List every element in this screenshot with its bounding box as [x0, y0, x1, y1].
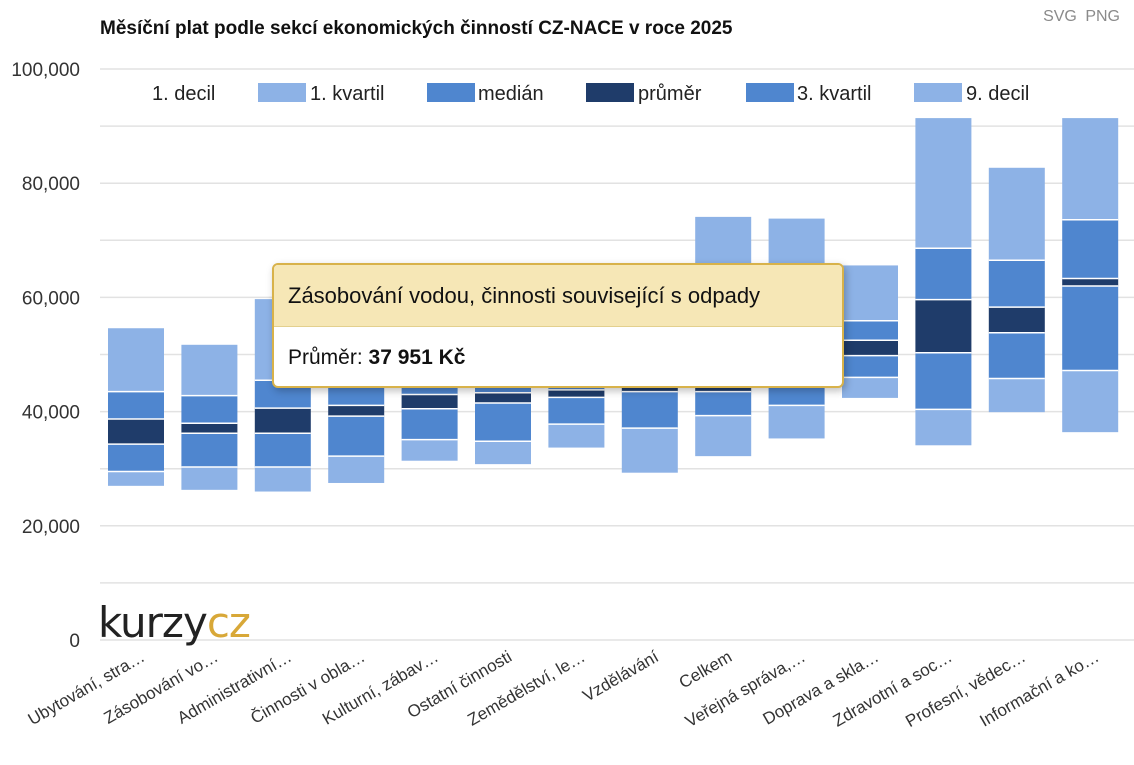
- x-tick-label: Vzdělávání: [579, 647, 662, 706]
- segment-d1-q1[interactable]: [988, 378, 1045, 413]
- segment-d1-q1[interactable]: [548, 424, 605, 448]
- segment-d1-q1[interactable]: [695, 415, 752, 457]
- segment-median-mean[interactable]: [548, 389, 605, 398]
- y-tick-label: 20,000: [22, 517, 80, 538]
- logo-part-1: kurzy: [98, 598, 208, 647]
- bar-group[interactable]: [842, 265, 898, 398]
- y-tick-label: 0: [69, 631, 80, 652]
- segment-q3-d9[interactable]: [915, 118, 972, 249]
- segment-mean-q3[interactable]: [108, 391, 164, 420]
- x-tick-label: Veřejná správa,…: [682, 647, 809, 731]
- segment-q1-median[interactable]: [768, 384, 825, 406]
- segment-median-mean[interactable]: [254, 408, 311, 434]
- segment-median-mean[interactable]: [328, 405, 385, 417]
- segment-q1-median[interactable]: [181, 433, 238, 467]
- segment-median-mean[interactable]: [108, 419, 164, 445]
- bar-group[interactable]: [988, 167, 1045, 413]
- legend-label[interactable]: 1. decil: [152, 83, 215, 105]
- x-tick-label: Informační a ko…: [977, 647, 1103, 731]
- segment-median-mean[interactable]: [181, 423, 238, 434]
- segment-mean-q3[interactable]: [181, 395, 238, 424]
- y-tick-label: 80,000: [22, 174, 80, 195]
- x-tick-label: Ubytování, stra…: [25, 647, 148, 729]
- segment-median-mean[interactable]: [401, 394, 458, 409]
- legend-label[interactable]: 3. kvartil: [797, 83, 871, 105]
- segment-q1-median[interactable]: [401, 408, 458, 440]
- tooltip: Zásobování vodou, činnosti související s…: [272, 263, 844, 388]
- segment-d1-q1[interactable]: [915, 409, 972, 446]
- y-tick-label: 40,000: [22, 403, 80, 424]
- segment-q1-median[interactable]: [254, 433, 311, 467]
- segment-q1-median[interactable]: [842, 355, 898, 378]
- tooltip-body: Průměr: 37 951 Kč: [274, 327, 842, 386]
- segment-q1-median[interactable]: [621, 391, 678, 429]
- segment-q1-median[interactable]: [695, 391, 752, 416]
- logo-part-2: cz: [206, 598, 251, 647]
- legend-label[interactable]: průměr: [638, 83, 702, 105]
- export-svg-link[interactable]: SVG: [1043, 8, 1077, 25]
- segment-d1-q1[interactable]: [475, 441, 531, 465]
- segment-q3-d9[interactable]: [1062, 118, 1119, 220]
- segment-q1-median[interactable]: [915, 352, 972, 410]
- segment-q3-d9[interactable]: [181, 344, 238, 396]
- segment-mean-q3[interactable]: [842, 320, 898, 341]
- bar-group[interactable]: [915, 118, 972, 446]
- segment-d1-q1[interactable]: [768, 405, 825, 439]
- segment-q3-d9[interactable]: [108, 328, 164, 392]
- chart-title: Měsíční plat podle sekcí ekonomických či…: [100, 18, 733, 39]
- segment-d1-q1[interactable]: [842, 377, 898, 398]
- legend-label[interactable]: 1. kvartil: [310, 83, 384, 105]
- segment-median-mean[interactable]: [621, 384, 678, 392]
- kurzy-logo: kurzycz: [98, 598, 251, 647]
- segment-q1-median[interactable]: [475, 403, 531, 442]
- segment-median-mean[interactable]: [842, 340, 898, 356]
- segment-median-mean[interactable]: [1062, 278, 1119, 286]
- segment-d1-q1[interactable]: [1062, 370, 1119, 433]
- legend-label[interactable]: medián: [478, 83, 544, 105]
- segment-d1-q1[interactable]: [328, 456, 385, 483]
- bar-group[interactable]: [108, 328, 164, 486]
- segment-d1-q1[interactable]: [108, 471, 164, 486]
- segment-q1-median[interactable]: [1062, 285, 1119, 371]
- legend-swatch[interactable]: [914, 83, 962, 102]
- segment-mean-q3[interactable]: [915, 248, 972, 300]
- segment-q1-median[interactable]: [108, 444, 164, 472]
- x-tick-label: Zdravotní a soc…: [830, 647, 956, 731]
- segment-q3-d9[interactable]: [842, 265, 898, 321]
- y-tick-label: 60,000: [22, 288, 80, 309]
- x-tick-label: Celkem: [676, 647, 735, 692]
- segment-d1-q1[interactable]: [401, 439, 458, 461]
- legend-swatch[interactable]: [586, 83, 634, 102]
- x-tick-label: Profesní, vědec…: [902, 647, 1029, 731]
- y-tick-label: 100,000: [11, 60, 80, 81]
- tooltip-value: 37 951 Kč: [368, 346, 466, 369]
- segment-d1-q1[interactable]: [621, 428, 678, 473]
- legend-swatch[interactable]: [746, 83, 794, 102]
- legend-swatch[interactable]: [258, 83, 306, 102]
- legend-label[interactable]: 9. decil: [966, 83, 1029, 105]
- segment-q3-d9[interactable]: [988, 167, 1045, 261]
- segment-d1-q1[interactable]: [181, 466, 238, 490]
- segment-mean-q3[interactable]: [1062, 219, 1119, 279]
- bar-group[interactable]: [1062, 118, 1119, 433]
- segment-median-mean[interactable]: [915, 299, 972, 353]
- y-axis: 0 20,000 40,000 60,000 80,000 100,000: [11, 60, 80, 652]
- segment-median-mean[interactable]: [475, 392, 531, 404]
- segment-median-mean[interactable]: [988, 307, 1045, 333]
- segment-d1-q1[interactable]: [254, 466, 311, 492]
- legend: 1. decil 1. kvartil medián průměr 3. kvartil…: [152, 83, 1029, 105]
- tooltip-title: Zásobování vodou, činnosti související s…: [274, 265, 842, 327]
- tooltip-value-label: Průměr:: [288, 346, 369, 369]
- legend-swatch[interactable]: [427, 83, 475, 102]
- export-links: SVG PNG: [1039, 8, 1120, 26]
- segment-q1-median[interactable]: [548, 397, 605, 425]
- x-axis: Ubytování, stra…Zásobování vo…Administra…: [25, 647, 1102, 731]
- bar-group[interactable]: [181, 344, 238, 490]
- segment-q1-median[interactable]: [328, 416, 385, 457]
- segment-mean-q3[interactable]: [988, 260, 1045, 308]
- export-png-link[interactable]: PNG: [1085, 8, 1120, 25]
- segment-q1-median[interactable]: [988, 332, 1045, 379]
